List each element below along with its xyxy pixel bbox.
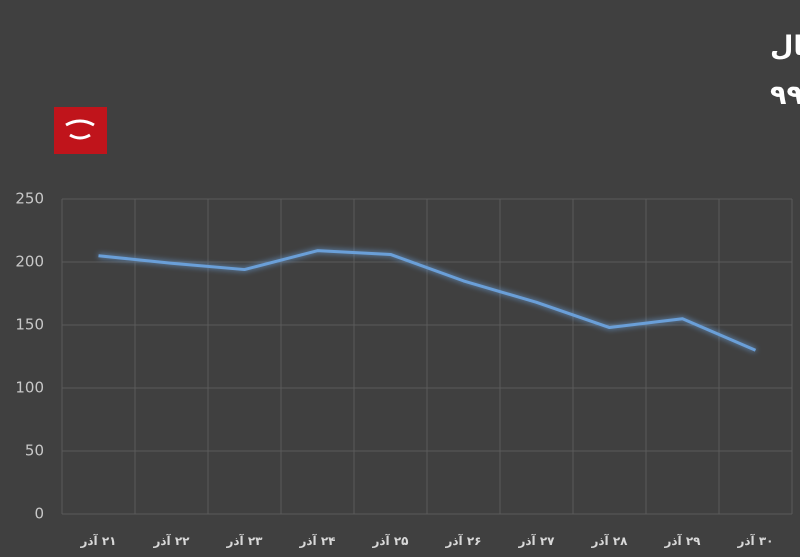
x-tick-label: ۲۳ آذر [225,533,263,548]
x-tick-label: ۲۴ آذر [298,533,335,548]
y-tick-label: 150 [15,316,44,334]
x-tick-label: ۳۰ آذر [736,533,773,548]
y-tick-label: 50 [25,442,44,460]
x-tick-label: ۲۲ آذر [152,533,190,548]
y-tick-label: 250 [15,190,44,208]
x-tick-label: ۲۶ آذر [444,533,481,548]
y-tick-label: 0 [34,505,44,523]
chart-title: و بختیاری در بازه زمانی ۲۱ الی ۳۰ آذرماه… [770,78,800,111]
x-tick-label: ۲۷ آذر [517,533,555,548]
y-tick-label: 100 [15,379,44,397]
y-tick-label: 200 [15,253,44,271]
logo-mark [65,119,95,140]
logo [54,107,107,154]
x-tick-label: ۲۹ آذر [663,533,701,548]
x-tick-label: ۲۵ آذر [371,533,408,548]
x-tick-label: ۲۸ آذر [590,533,628,548]
x-tick-label: ۲۱ آذر [79,533,116,548]
data-line [98,249,757,352]
chart-title: کل بستری‌های قطعی و مشکوک کرونایی استان … [770,31,800,62]
